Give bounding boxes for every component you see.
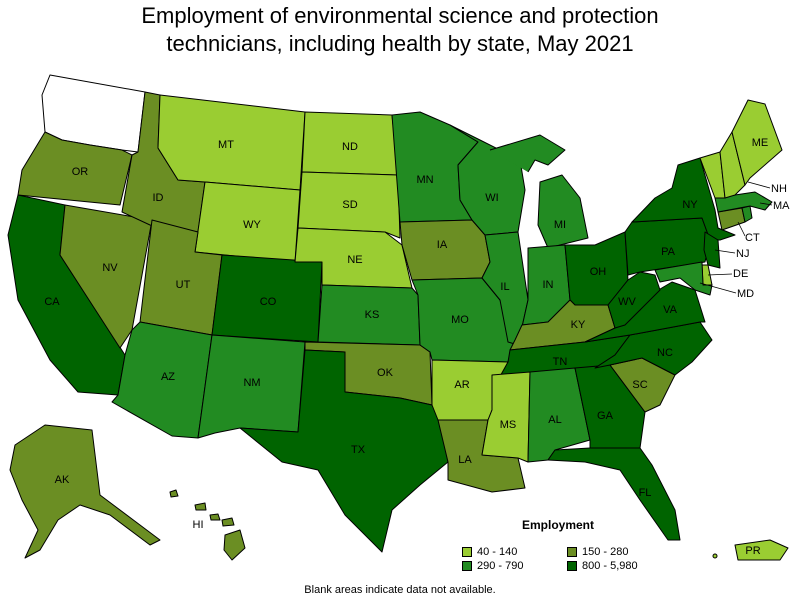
state-fl[interactable] (547, 447, 681, 541)
label-va: VA (663, 304, 678, 316)
label-pr: PR (745, 545, 760, 557)
state-nc[interactable] (594, 321, 713, 376)
label-fl: FL (639, 487, 652, 499)
label-id: ID (153, 192, 164, 204)
label-nh: NH (771, 183, 787, 195)
label-de: DE (733, 268, 748, 280)
label-ms: MS (500, 419, 517, 431)
label-ny: NY (682, 199, 698, 211)
label-ks: KS (365, 309, 380, 321)
label-sd: SD (342, 199, 357, 211)
state-ak[interactable] (9, 424, 161, 559)
label-la: LA (458, 454, 472, 466)
label-wi: WI (485, 192, 498, 204)
label-sc: SC (632, 379, 647, 391)
label-mi: MI (554, 219, 566, 231)
label-nj: NJ (736, 248, 749, 260)
label-nd: ND (342, 141, 358, 153)
label-wv: WV (618, 296, 636, 308)
label-ct: CT (745, 232, 760, 244)
title-line-1: Employment of environmental science and … (141, 3, 659, 28)
legend-label-2: 150 - 280 (582, 546, 629, 558)
legend-item-4: 800 - 5,980 (567, 560, 672, 572)
label-ne: NE (347, 254, 362, 266)
label-or: OR (72, 166, 89, 178)
legend-item-1: 40 - 140 (462, 546, 567, 558)
legend: Employment 40 - 140 150 - 280 290 - 790 … (462, 518, 672, 572)
label-ca: CA (44, 296, 60, 308)
state-mi[interactable] (489, 134, 589, 249)
label-ut: UT (176, 279, 191, 291)
label-ma: MA (773, 200, 790, 212)
label-pa: PA (661, 246, 676, 258)
label-mn: MN (416, 174, 433, 186)
leader-md (699, 282, 737, 294)
legend-label-1: 40 - 140 (477, 546, 518, 558)
label-ak: AK (55, 474, 70, 486)
label-mt: MT (218, 139, 234, 151)
legend-item-2: 150 - 280 (567, 546, 672, 558)
legend-title: Employment (522, 518, 595, 532)
legend-swatch-3 (462, 561, 472, 571)
label-md: MD (737, 288, 754, 300)
state-md[interactable] (654, 261, 713, 296)
label-in: IN (543, 279, 554, 291)
label-co: CO (260, 296, 277, 308)
state-sd[interactable] (297, 171, 401, 239)
leader-de (707, 273, 733, 276)
label-oh: OH (590, 266, 607, 278)
label-ga: GA (597, 410, 614, 422)
legend-swatch-2 (567, 547, 577, 557)
pr-island (712, 553, 718, 559)
label-nv: NV (102, 262, 118, 274)
state-il[interactable] (481, 231, 529, 346)
label-az: AZ (161, 371, 175, 383)
legend-label-3: 290 - 790 (477, 560, 524, 572)
label-wy: WY (243, 219, 261, 231)
state-nh[interactable] (719, 131, 746, 199)
label-al: AL (548, 414, 561, 426)
legend-swatch-1 (462, 547, 472, 557)
leader-ct (737, 221, 746, 237)
state-me[interactable] (731, 99, 783, 186)
legend-swatch-4 (567, 561, 577, 571)
label-nm: NM (243, 377, 260, 389)
label-hi: HI (193, 519, 204, 531)
state-nj[interactable] (703, 231, 721, 269)
label-me: ME (752, 137, 769, 149)
state-wv[interactable] (607, 271, 661, 329)
label-mo: MO (451, 314, 469, 326)
legend-label-4: 800 - 5,980 (582, 560, 638, 572)
label-tx: TX (351, 444, 366, 456)
title-line-2: technicians, including health by state, … (166, 31, 634, 56)
leader-ma (759, 202, 773, 206)
state-hi[interactable] (169, 489, 246, 561)
leader-nh (747, 181, 771, 189)
state-pr[interactable] (734, 539, 789, 561)
state-tx[interactable] (239, 349, 449, 553)
label-ok: OK (377, 367, 394, 379)
label-tn: TN (553, 356, 568, 368)
label-il: IL (500, 281, 509, 293)
map-title: Employment of environmental science and … (0, 2, 800, 58)
leader-nj (714, 249, 736, 254)
legend-item-3: 290 - 790 (462, 560, 567, 572)
legend-items: 40 - 140 150 - 280 290 - 790 800 - 5,980 (462, 546, 672, 572)
label-ia: IA (437, 239, 448, 251)
footnote: Blank areas indicate data not available. (304, 584, 496, 596)
label-ar: AR (454, 379, 469, 391)
label-nc: NC (657, 347, 673, 359)
label-ky: KY (571, 319, 586, 331)
